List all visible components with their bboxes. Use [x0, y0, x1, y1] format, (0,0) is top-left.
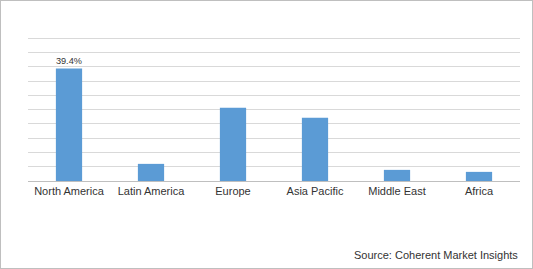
svg-text:Source: Coherent Market Insigh: Source: Coherent Market Insights	[354, 249, 518, 261]
svg-text:Africa: Africa	[465, 185, 494, 197]
svg-text:Asia Pacific: Asia Pacific	[287, 185, 344, 197]
svg-text:39.4%: 39.4%	[56, 56, 82, 66]
svg-text:North America: North America	[34, 185, 105, 197]
svg-text:Latin America: Latin America	[118, 185, 186, 197]
svg-text:Middle East: Middle East	[368, 185, 425, 197]
svg-text:Europe: Europe	[215, 185, 250, 197]
